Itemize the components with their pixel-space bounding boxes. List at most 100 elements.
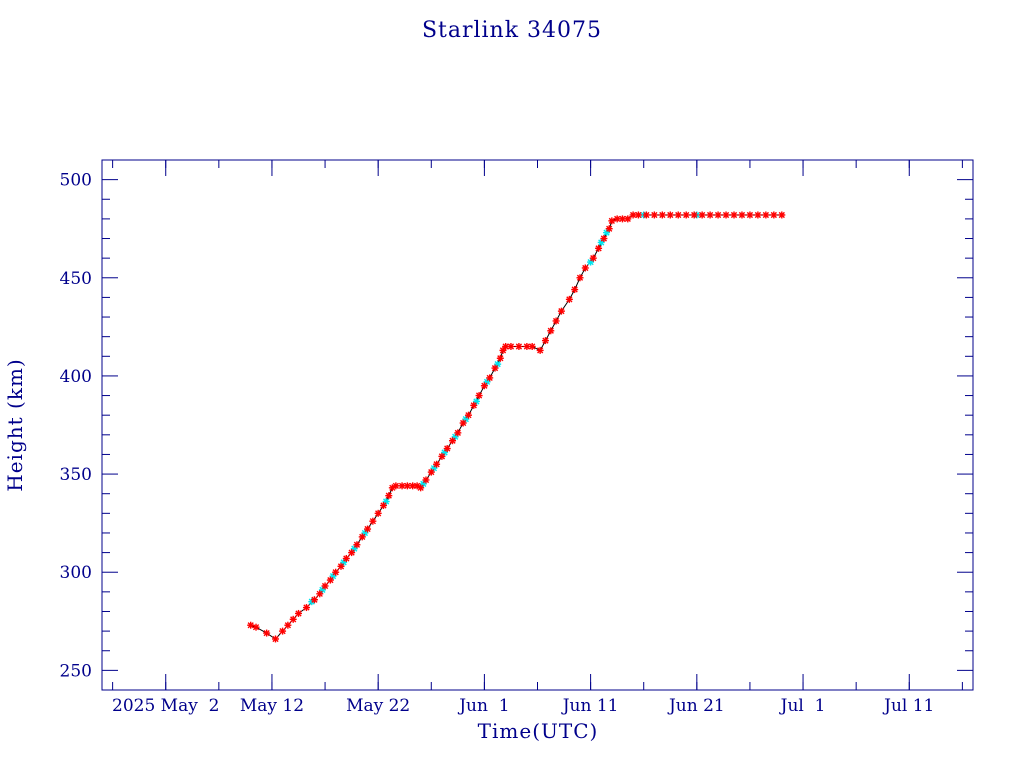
data-point [502,342,510,350]
data-point [571,286,579,294]
data-point [462,415,470,423]
x-tick-label: 2025 May 2 [112,696,219,716]
data-point [263,629,271,637]
ticks-layer: 2025 May 2 May 12 May 22 Jun 1 Jun 11 Jun 21 J… [60,160,973,716]
data-point [541,337,549,345]
data-point [605,225,613,233]
x-tick-label: Jun 1 [457,696,509,716]
y-tick-label: 250 [60,661,92,681]
y-tick-label: 300 [60,563,92,583]
x-axis-title: Time(UTC) [478,719,599,743]
data-point [496,354,504,362]
data-point [778,211,786,219]
data-point [499,346,507,354]
data-point [754,211,762,219]
data-point [589,254,597,262]
data-point [350,545,358,553]
data-point [624,215,632,223]
data-point [536,346,544,354]
x-tick-label: May 12 [240,696,304,716]
data-point [310,596,318,604]
data-point [597,238,605,246]
y-axis-title: Height (km) [3,358,27,491]
x-tick-label: May 22 [346,696,410,716]
data-point [302,604,310,612]
data-point [329,572,337,580]
data-point [364,525,372,533]
data-point [581,264,589,272]
y-tick-label: 500 [60,171,92,191]
data-point [385,492,393,500]
data-point [430,464,438,472]
data-point [337,562,345,570]
y-tick-label: 450 [60,269,92,289]
data-point [528,342,536,350]
data-point [642,211,650,219]
data-point [321,582,329,590]
data-point [494,360,502,368]
data-point [441,448,449,456]
data-point [417,484,425,492]
data-point [369,517,377,525]
data-point [284,621,292,629]
data-point [480,382,488,390]
data-point [650,211,658,219]
data-point [507,342,515,350]
data-point [295,609,303,617]
data-point [326,576,334,584]
data-point [438,452,446,460]
data-point [706,211,714,219]
data-point [629,211,637,219]
data-point [682,211,690,219]
data-point [595,244,603,252]
data-point [523,342,531,350]
data-point [353,541,361,549]
data-point [576,274,584,282]
data-point [454,429,462,437]
data-point [289,615,297,623]
data-point [459,419,467,427]
data-point [279,627,287,635]
data-point [483,378,491,386]
data-point [342,554,350,562]
data-point [348,549,356,557]
data-point [419,480,427,488]
data-point [746,211,754,219]
data-point [698,211,706,219]
y-tick-label: 350 [60,465,92,485]
data-point [658,211,666,219]
data-point [316,590,324,598]
data-point [332,568,340,576]
data-point [674,211,682,219]
data-point [427,468,435,476]
data-point [358,533,366,541]
data-point [547,327,555,335]
data-point [690,211,698,219]
data-point [340,558,348,566]
data-point [762,211,770,219]
data-point [271,635,279,643]
data-point [318,586,326,594]
data-point [379,501,387,509]
x-tick-label: Jul 11 [882,696,934,716]
data-point [738,211,746,219]
data-point [443,445,451,453]
data-point [666,211,674,219]
data-point [247,621,255,629]
data-point [252,623,260,631]
data-point [600,235,608,243]
data-marker-layer [247,211,786,643]
data-point [392,482,400,490]
data-point [515,342,523,350]
data-point [398,482,406,490]
data-point [475,392,483,400]
data-point [634,211,642,219]
data-point [730,211,738,219]
series-line [250,214,782,640]
y-tick-label: 400 [60,367,92,387]
data-point [361,529,369,537]
data-point [603,229,611,237]
data-point [422,476,430,484]
data-line-layer [250,214,782,640]
